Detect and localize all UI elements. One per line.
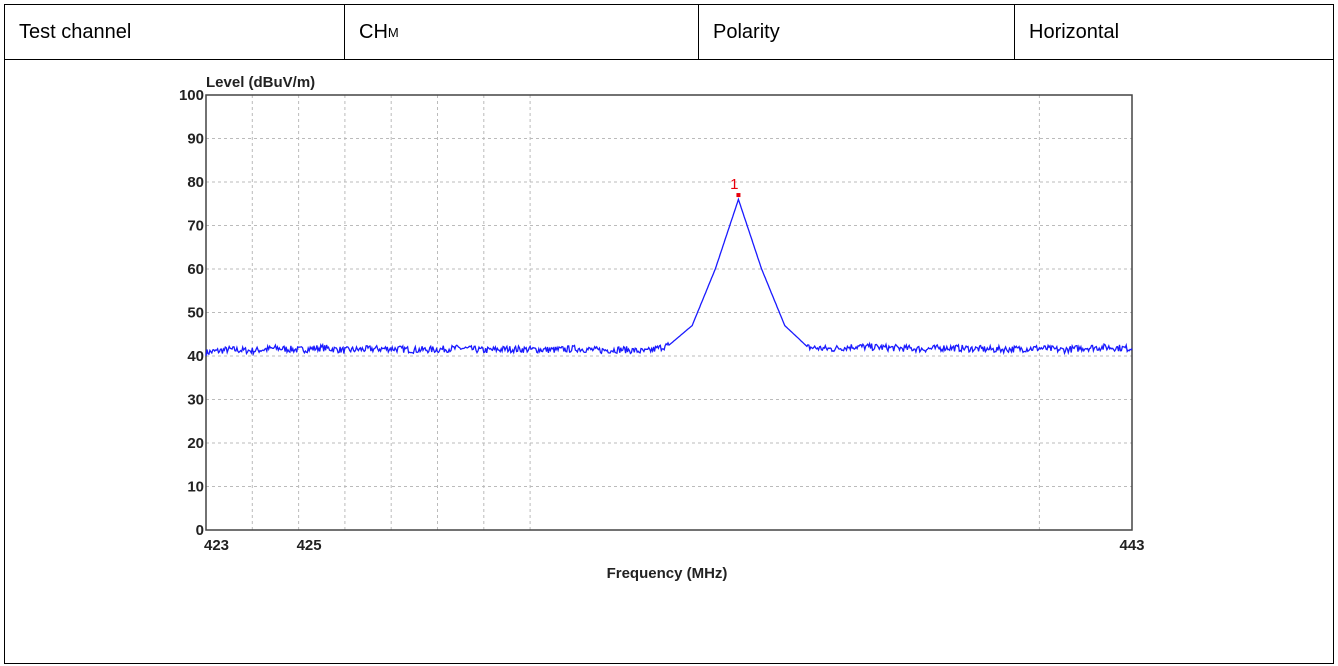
polarity-label: Polarity (699, 5, 1015, 59)
marker-point (736, 193, 741, 198)
polarity-value-text: Horizontal (1029, 20, 1120, 43)
x-ticks: 423 425 443 (204, 537, 1145, 554)
y-tick-label: 60 (187, 261, 204, 278)
y-tick-label: 0 (196, 522, 204, 539)
y-tick-label: 40 (187, 348, 204, 365)
x-tick-label: 423 (204, 537, 229, 554)
y-axis-label: Level (dBuV/m) (206, 74, 315, 91)
series-trace (205, 197, 1133, 357)
marker-label: 1 (730, 176, 738, 193)
y-tick-label: 10 (187, 479, 204, 496)
x-tick-label: 443 (1119, 537, 1144, 554)
test-channel-text: Test channel (19, 20, 132, 43)
polarity-value: Horizontal (1015, 5, 1333, 59)
y-tick-label: 100 (179, 87, 204, 104)
plot-area-border (205, 94, 1133, 531)
polarity-text: Polarity (713, 20, 780, 43)
y-tick-label: 70 (187, 218, 204, 235)
y-tick-label: 20 (187, 435, 204, 452)
channel-value-text: CH (359, 20, 388, 43)
y-tick-label: 80 (187, 174, 204, 191)
x-tick-label: 425 (297, 537, 322, 554)
channel-value: CH M (345, 5, 699, 59)
header-row: Test channel CH M Polarity Horizontal (5, 5, 1333, 60)
y-ticks: 0 10 20 30 40 50 60 70 80 90 100 (179, 87, 204, 539)
y-tick-label: 90 (187, 131, 204, 148)
report-table: Test channel CH M Polarity Horizontal (4, 4, 1334, 664)
y-tick-label: 50 (187, 305, 204, 322)
grid-lines (206, 95, 1132, 530)
y-tick-label: 30 (187, 392, 204, 409)
test-channel-label: Test channel (5, 5, 345, 59)
x-axis-label: Frequency (MHz) (607, 565, 728, 582)
channel-subscript: M (387, 24, 399, 40)
markers: 1 (730, 176, 741, 198)
